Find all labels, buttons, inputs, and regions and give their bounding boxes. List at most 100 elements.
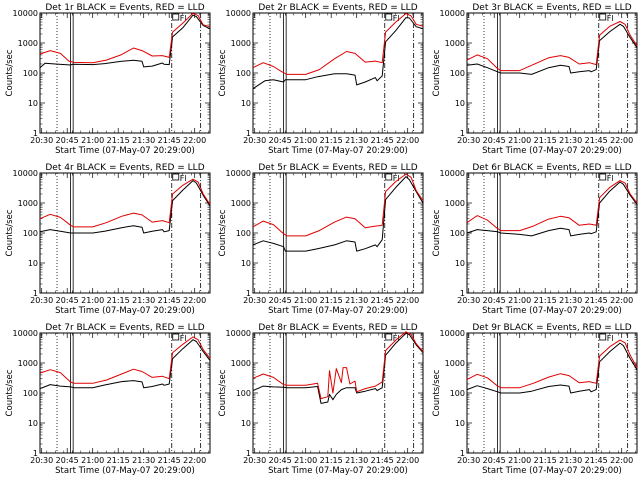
y-tick-label: 1 xyxy=(33,289,38,298)
x-tick-label: 22:00 xyxy=(610,296,633,305)
x-tick-label: 21:30 xyxy=(132,136,155,145)
y-tick-label: 1000 xyxy=(445,199,465,208)
x-tick-label: 21:15 xyxy=(534,296,557,305)
plot-frame xyxy=(466,172,638,294)
y-tick-label: 1000 xyxy=(18,359,38,368)
flare-marker-label: Fl xyxy=(607,174,614,183)
series-line-events xyxy=(252,17,424,90)
x-tick-label: 20:45 xyxy=(483,456,506,465)
y-tick-label: 10 xyxy=(28,419,38,428)
flare-marker-label: Fl xyxy=(393,334,400,343)
y-tick-label: 10 xyxy=(241,259,251,268)
plot-frame xyxy=(252,172,424,294)
x-tick-label: 21:00 xyxy=(81,456,104,465)
panel-title: Det 2r BLACK = Events, RED = LLD xyxy=(258,3,417,13)
y-tick-label: 10000 xyxy=(440,9,465,18)
series-line-events xyxy=(466,342,638,394)
x-axis-label: Start Time (07-May-07 20:29:00) xyxy=(55,466,195,476)
plot-frame xyxy=(252,12,424,134)
series-line-lld xyxy=(252,331,424,400)
panel-4: Det 4r BLACK = Events, RED = LLD 1 10 100 10… xyxy=(5,163,211,316)
plot-frame xyxy=(39,12,211,134)
series-line-events xyxy=(466,23,638,75)
x-tick-label: 20:45 xyxy=(483,136,506,145)
y-axis-label: Counts/sec xyxy=(432,209,442,256)
x-tick-label: 22:00 xyxy=(610,136,633,145)
y-tick-label: 10000 xyxy=(13,329,38,338)
y-tick-label: 1000 xyxy=(231,199,251,208)
panel-title: Det 8r BLACK = Events, RED = LLD xyxy=(258,323,417,333)
flare-marker-box xyxy=(385,173,393,181)
series-line-events xyxy=(252,176,424,252)
y-axis-label: Counts/sec xyxy=(5,49,15,96)
y-axis-label: Counts/sec xyxy=(432,49,442,96)
x-tick-label: 20:30 xyxy=(30,456,53,465)
panel-title: Det 4r BLACK = Events, RED = LLD xyxy=(45,163,204,173)
x-tick-label: 21:00 xyxy=(508,296,531,305)
y-tick-label: 10 xyxy=(241,419,251,428)
x-tick-label: 20:45 xyxy=(269,136,292,145)
x-axis-label: Start Time (07-May-07 20:29:00) xyxy=(482,146,622,156)
flare-marker-box xyxy=(599,333,607,341)
flare-marker-label: Fl xyxy=(180,174,187,183)
plot-frame xyxy=(39,332,211,454)
x-tick-label: 21:30 xyxy=(559,296,582,305)
y-tick-label: 1000 xyxy=(445,39,465,48)
y-tick-label: 10000 xyxy=(13,9,38,18)
x-tick-label: 20:30 xyxy=(30,136,53,145)
x-tick-label: 20:30 xyxy=(243,136,266,145)
x-tick-label: 22:00 xyxy=(610,456,633,465)
x-axis-label: Start Time (07-May-07 20:29:00) xyxy=(482,306,622,316)
x-tick-label: 21:45 xyxy=(371,136,394,145)
x-tick-label: 21:00 xyxy=(294,136,317,145)
y-tick-label: 1000 xyxy=(231,39,251,48)
series-line-lld xyxy=(252,13,424,75)
panel-1: Det 1r BLACK = Events, RED = LLD 1 10 100 10… xyxy=(5,3,211,156)
x-tick-label: 21:45 xyxy=(585,136,608,145)
x-tick-label: 21:00 xyxy=(294,296,317,305)
x-tick-label: 20:45 xyxy=(56,136,79,145)
x-tick-label: 21:15 xyxy=(320,296,343,305)
y-tick-label: 10 xyxy=(455,419,465,428)
x-tick-label: 22:00 xyxy=(396,296,419,305)
y-tick-label: 1 xyxy=(246,129,251,138)
y-tick-label: 100 xyxy=(23,389,38,398)
panel-3: Det 3r BLACK = Events, RED = LLD 1 10 100 10… xyxy=(432,3,638,156)
flare-marker-label: Fl xyxy=(393,14,400,23)
y-tick-label: 10 xyxy=(28,259,38,268)
y-tick-label: 100 xyxy=(450,229,465,238)
x-tick-label: 21:30 xyxy=(345,296,368,305)
x-tick-label: 21:45 xyxy=(585,296,608,305)
series-line-lld xyxy=(39,178,211,228)
x-tick-label: 20:45 xyxy=(269,456,292,465)
panel-title: Det 9r BLACK = Events, RED = LLD xyxy=(472,323,631,333)
y-axis-label: Counts/sec xyxy=(5,209,15,256)
y-tick-label: 100 xyxy=(236,389,251,398)
x-tick-label: 22:00 xyxy=(183,296,206,305)
series-line-lld xyxy=(39,336,211,384)
y-axis-label: Counts/sec xyxy=(5,369,15,416)
y-tick-label: 1 xyxy=(246,449,251,458)
y-tick-label: 10000 xyxy=(440,329,465,338)
y-tick-label: 10000 xyxy=(226,9,251,18)
x-tick-label: 20:30 xyxy=(243,456,266,465)
y-axis-label: Counts/sec xyxy=(432,369,442,416)
y-tick-label: 10 xyxy=(455,259,465,268)
x-tick-label: 21:15 xyxy=(107,296,130,305)
x-axis-label: Start Time (07-May-07 20:29:00) xyxy=(268,466,408,476)
x-tick-label: 21:30 xyxy=(559,136,582,145)
x-tick-label: 21:00 xyxy=(81,136,104,145)
panel-7: Det 7r BLACK = Events, RED = LLD 1 10 100 10… xyxy=(5,323,211,476)
y-axis-label: Counts/sec xyxy=(218,49,228,96)
y-tick-label: 100 xyxy=(236,229,251,238)
y-tick-label: 10000 xyxy=(226,169,251,178)
y-tick-label: 10000 xyxy=(13,169,38,178)
series-line-lld xyxy=(466,21,638,72)
x-tick-label: 20:30 xyxy=(457,296,480,305)
y-tick-label: 100 xyxy=(450,389,465,398)
flare-marker-label: Fl xyxy=(607,334,614,343)
plot-frame xyxy=(466,12,638,134)
x-tick-label: 21:15 xyxy=(320,136,343,145)
panel-title: Det 7r BLACK = Events, RED = LLD xyxy=(45,323,204,333)
